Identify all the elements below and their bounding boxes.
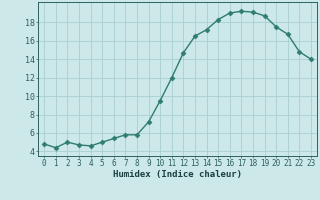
X-axis label: Humidex (Indice chaleur): Humidex (Indice chaleur): [113, 170, 242, 179]
